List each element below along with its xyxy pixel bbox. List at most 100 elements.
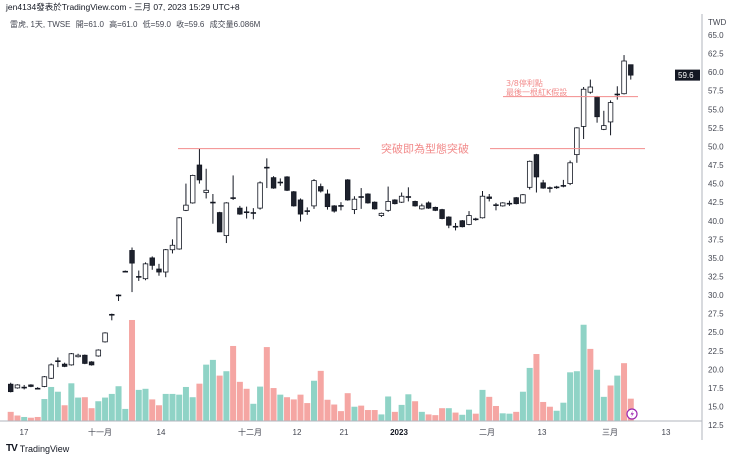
volume-bar xyxy=(385,396,392,421)
candle-body xyxy=(142,263,149,280)
candle xyxy=(216,211,223,233)
date-tick: 17 xyxy=(20,428,29,437)
candle xyxy=(520,194,526,204)
candle-body xyxy=(41,376,48,387)
date-tick: 13 xyxy=(538,428,547,437)
candle xyxy=(607,100,614,136)
candle-body xyxy=(28,384,34,387)
volume-bar xyxy=(418,411,425,421)
candle-body xyxy=(473,218,479,221)
volume-bar xyxy=(182,386,189,421)
volume-bar xyxy=(155,405,162,421)
drawings[interactable]: 突破即為型態突破 3/8停利點 最後一根紅K假設 xyxy=(178,78,645,156)
candle-body xyxy=(14,384,21,389)
price-tick: 45.0 xyxy=(708,180,724,189)
price-tick: 30.0 xyxy=(708,291,724,300)
candle-body xyxy=(48,364,54,379)
breakout-label[interactable]: 突破即為型態突破 xyxy=(381,142,469,156)
volume-bar xyxy=(614,375,621,421)
target-label-2[interactable]: 最後一根紅K假設 xyxy=(506,87,567,97)
volume-bar xyxy=(290,399,297,421)
volume-bar xyxy=(115,386,122,421)
candle-body xyxy=(601,125,607,130)
volume-bar xyxy=(391,411,398,421)
volume-bar xyxy=(102,397,109,421)
candle xyxy=(466,211,472,226)
candle-body xyxy=(82,354,88,364)
volume-bar xyxy=(317,370,324,421)
price-tick: 15.0 xyxy=(708,403,724,412)
candle xyxy=(210,194,216,224)
candle-body xyxy=(513,197,519,205)
candle-body xyxy=(351,198,358,211)
alert-icon[interactable] xyxy=(626,408,638,420)
volume-bar xyxy=(81,397,88,421)
volume-bar xyxy=(580,324,587,421)
candle xyxy=(587,79,594,94)
candle xyxy=(486,194,492,202)
candle-body xyxy=(75,354,81,358)
candle xyxy=(392,199,398,205)
candle-body xyxy=(7,383,14,393)
candle-body xyxy=(149,257,155,266)
volume-bar xyxy=(88,408,95,421)
candle-body xyxy=(425,202,432,209)
candle-body xyxy=(183,204,189,211)
candle-body xyxy=(506,202,513,205)
date-tick: 21 xyxy=(340,428,349,437)
candle-body xyxy=(378,212,385,216)
volume-bar xyxy=(594,369,601,421)
candle xyxy=(304,207,310,215)
time-axis[interactable]: 17 十一月 14 十二月 12 21 2023 二月 13 三月 13 xyxy=(20,427,671,437)
candle xyxy=(580,87,587,140)
candle xyxy=(109,313,115,321)
date-tick: 二月 xyxy=(479,428,495,437)
candle xyxy=(82,354,88,365)
volume-bar xyxy=(230,345,237,421)
volume-bar xyxy=(21,416,28,421)
candle-body xyxy=(533,154,540,178)
candle-body xyxy=(547,187,553,189)
candle xyxy=(291,191,297,207)
volume-bar xyxy=(311,380,317,421)
candle-body xyxy=(21,386,27,389)
candle xyxy=(452,222,459,231)
candle-body xyxy=(277,181,283,184)
price-tick: 57.5 xyxy=(708,87,724,96)
volume-bar xyxy=(68,383,75,421)
volume-bar xyxy=(492,405,499,421)
candle xyxy=(574,127,580,163)
candle xyxy=(297,198,304,222)
candle xyxy=(88,361,95,366)
candle xyxy=(136,270,142,281)
candle xyxy=(439,208,445,220)
candle xyxy=(277,178,283,186)
candle xyxy=(311,179,317,209)
price-axis[interactable]: TWD 65.0 62.5 60.0 57.5 55.0 52.5 50.0 47.5 45.0… xyxy=(708,18,726,430)
tradingview-logo[interactable]: TV TradingView xyxy=(6,443,69,454)
volume-value: 成交量6.086M xyxy=(209,20,261,29)
candle xyxy=(41,376,48,388)
volume-bar xyxy=(540,401,547,421)
volume-bar xyxy=(533,354,540,421)
open-value: 開=61.0 xyxy=(75,20,104,29)
symbol-info[interactable]: 雷虎, 1天, TWSE xyxy=(10,20,71,29)
volume-bar xyxy=(364,410,371,421)
target-label-1[interactable]: 3/8停利點 xyxy=(506,78,543,88)
volume-bar xyxy=(203,364,210,421)
candle-body xyxy=(358,196,364,198)
candle xyxy=(156,263,162,276)
candle xyxy=(264,158,270,189)
date-tick: 13 xyxy=(662,428,671,437)
candle xyxy=(459,220,465,228)
candle-body xyxy=(560,185,567,187)
candle xyxy=(250,208,257,220)
date-tick: 12 xyxy=(293,428,302,437)
price-tick: 17.5 xyxy=(708,384,724,393)
candle-body xyxy=(385,201,391,211)
candle-body xyxy=(540,182,546,189)
candle xyxy=(102,332,108,343)
candle xyxy=(526,160,533,190)
candle xyxy=(540,179,546,189)
